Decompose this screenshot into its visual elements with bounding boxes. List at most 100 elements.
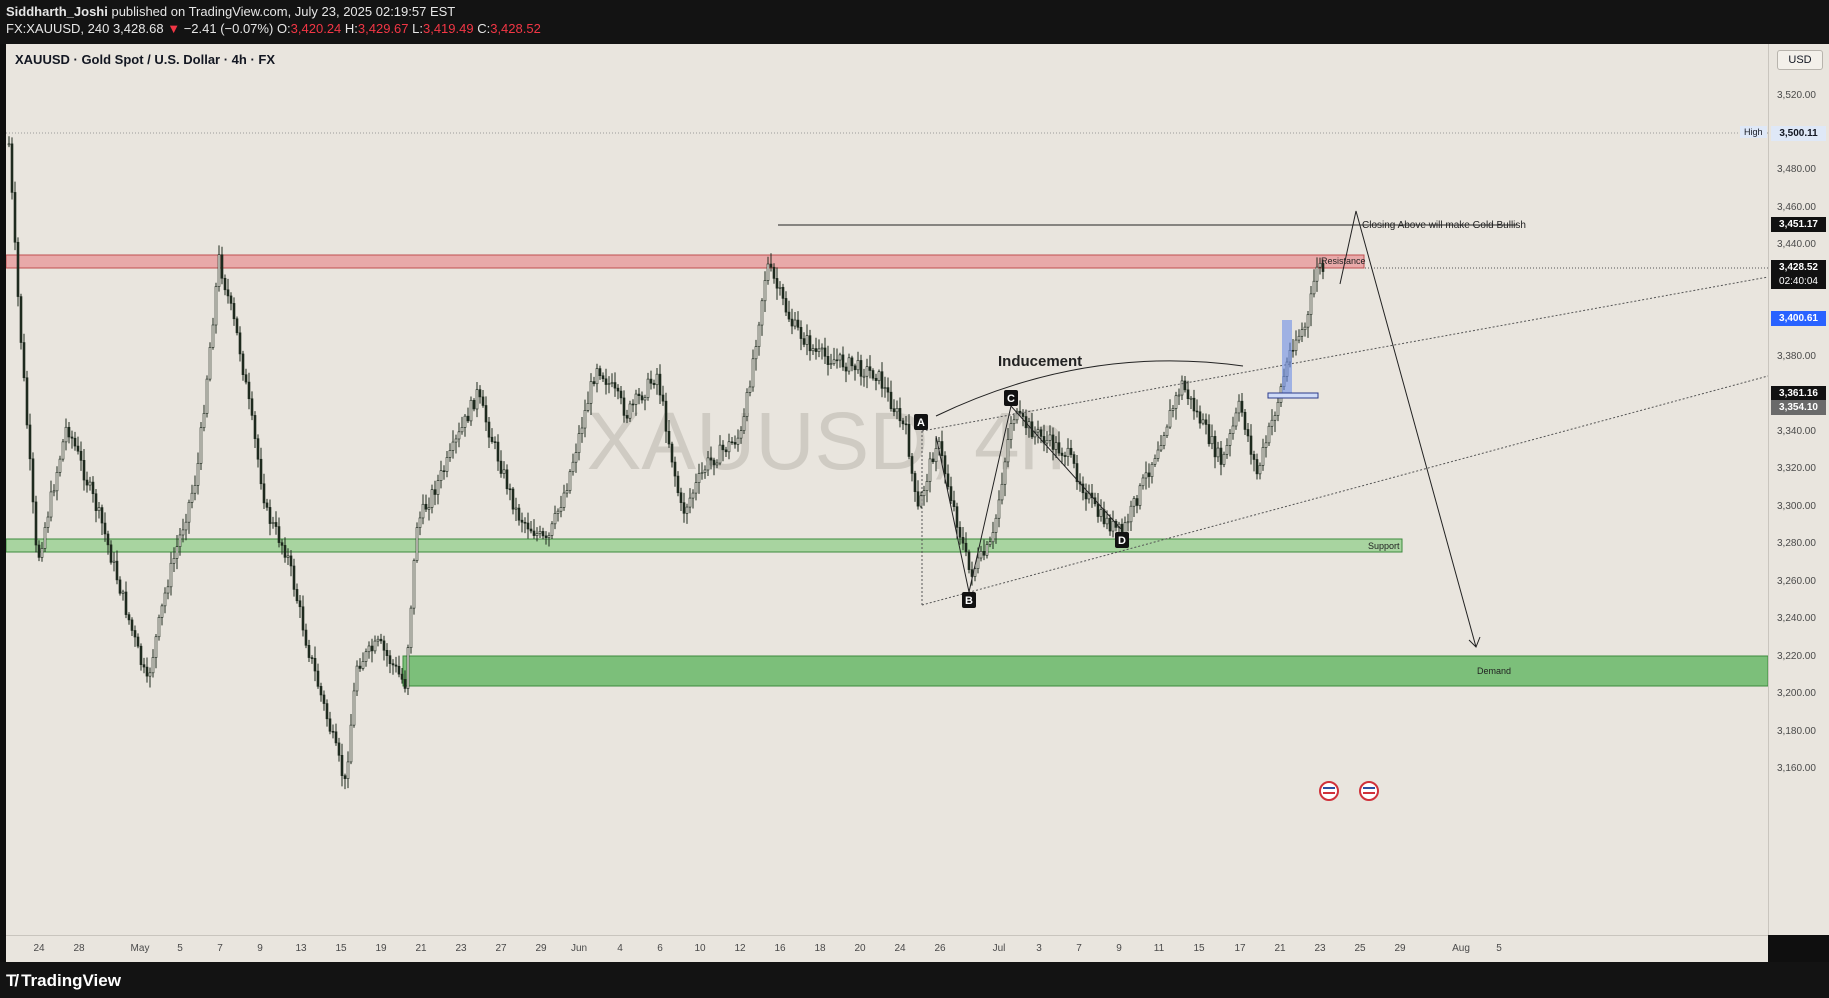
time-tick: 21 [1274,943,1286,954]
candle-body [100,507,104,524]
candle-body [1180,380,1184,396]
support-label: Support [1368,541,1400,551]
candle-body [988,541,992,545]
candle-body [697,473,701,483]
candle-body [208,347,212,380]
candle-body [127,614,131,621]
candle-body [667,430,671,445]
candle-body [1063,455,1067,457]
abcd-pattern[interactable] [935,404,1122,593]
candle-body [280,542,284,546]
candle-body [1147,472,1151,477]
candle-body [529,528,533,532]
time-tick: 4 [617,943,623,954]
candle-body [91,481,95,495]
candle-body [661,394,665,402]
us-flag-event-icon[interactable] [1319,781,1339,801]
candle-body [217,254,221,287]
us-flag-event-icon[interactable] [1359,781,1379,801]
chart-pane[interactable]: XAUUSD, 4h A B C D Inducement Closing Ab… [6,44,1768,935]
tradingview-logo[interactable]: T/TradingView [6,971,121,991]
demand-zone[interactable] [402,655,1768,687]
candle-body [346,761,350,779]
candle-body [622,397,626,416]
candle-body [487,421,491,438]
candle-body [562,492,566,508]
published-text: published on TradingView.com, July 23, 2… [107,4,456,19]
candle-body [247,381,251,400]
price-tick: 3,160.00 [1777,763,1816,774]
candle-body [295,589,299,602]
time-tick: 20 [854,943,866,954]
open-value: 3,420.24 [290,21,342,36]
candle-body [925,481,929,491]
candle-body [1111,520,1115,532]
candle-body [466,415,470,422]
candle-body [262,483,266,504]
candle-body [322,694,326,704]
candle-body [958,527,962,538]
candle-body [1054,442,1058,450]
candle-body [256,438,260,460]
candle-body [202,413,206,429]
svg-text:D: D [1118,535,1126,547]
candle-body [310,657,314,659]
time-tick: 3 [1036,943,1042,954]
candle-body [382,640,386,651]
inducement-curve[interactable] [935,360,1244,417]
candle-body [715,462,719,466]
candle-body [124,591,128,615]
candle-body [679,492,683,503]
candle-body [613,382,617,389]
publisher-name[interactable]: Siddharth_Joshi [6,4,108,19]
candle-body [799,327,803,339]
candle-body [121,591,125,594]
candle-body [1237,400,1241,414]
candle-body [553,513,557,525]
candle-body [898,408,902,422]
price-tick: 3,240.00 [1777,613,1816,624]
candle-body [1216,447,1220,458]
candle-body [736,437,740,445]
candle-body [1276,401,1280,416]
candle-body [565,490,569,494]
candle-body [259,458,263,485]
candle-body [943,455,947,475]
candle-body [1204,419,1208,425]
currency-button[interactable]: USD [1777,50,1823,70]
candle-body [1174,395,1178,409]
projection-path[interactable] [1339,210,1477,648]
candle-body [1273,415,1277,421]
candle-body [730,441,734,444]
candle-body [391,663,395,666]
candle-body [979,551,983,559]
candle-body [103,522,107,535]
resistance-zone[interactable] [6,254,1365,269]
candle-body [1243,411,1247,430]
candle-body [166,586,170,594]
price-tick: 3,200.00 [1777,688,1816,699]
candle-body [1072,454,1076,464]
candle-body [1300,329,1304,337]
upper-trendline[interactable] [921,276,1768,432]
candle-body [58,458,62,473]
price-axis[interactable]: USD 3,520.00 3,480.00 3,460.00 3,440.00 … [1768,44,1829,935]
candle-body [238,332,242,355]
candle-body [364,651,368,662]
candle-body [886,387,890,393]
candle-body [34,501,38,546]
candle-body [808,335,812,352]
down-arrow-icon: ▼ [167,21,181,36]
candle-body [877,371,881,381]
candle-body [853,365,857,371]
candle-body [1162,435,1166,446]
support-zone[interactable] [6,538,1403,553]
candle-body [691,492,695,499]
time-axis[interactable]: 24 28 May 5 7 9 13 15 19 21 23 27 29 Jun 4 6 10 12 16 18 20 2… [6,935,1768,962]
candle-body [733,442,737,445]
chart-canvas[interactable]: XAUUSD, 4h A B C D Inducement Closing Ab… [6,44,1768,935]
candle-body [682,502,686,514]
candle-body [829,363,833,365]
time-tick: 19 [375,943,387,954]
candle-body [1045,440,1049,444]
